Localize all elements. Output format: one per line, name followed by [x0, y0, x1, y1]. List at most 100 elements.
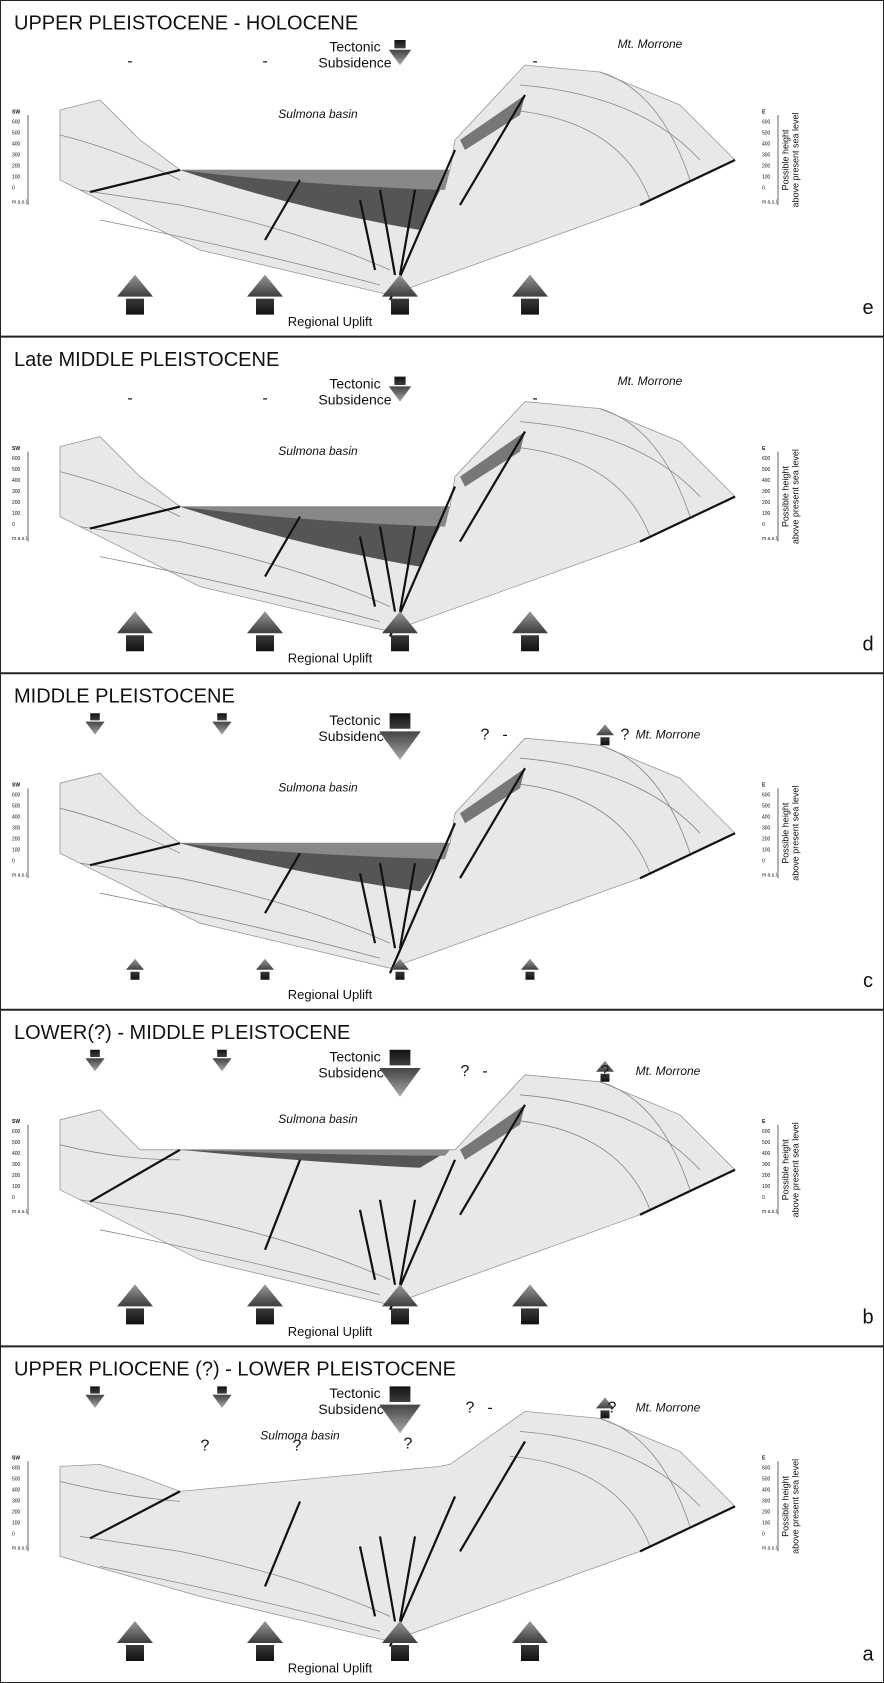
scale-tick: 0 — [762, 522, 765, 528]
panel-letter: b — [862, 1307, 873, 1329]
marker: ? — [461, 1063, 470, 1080]
uplift-arrow — [521, 959, 539, 980]
side-label: Possible height — [780, 1139, 790, 1201]
scale-tick: 300 — [762, 1499, 771, 1505]
scale-tick: 300 — [12, 826, 21, 832]
scale-top: E — [762, 109, 766, 115]
uplift-label: Regional Uplift — [288, 651, 373, 666]
mountain-label: Mt. Morrone — [636, 727, 701, 741]
scale-tick: 300 — [762, 826, 771, 832]
panel: Late MIDDLE PLEISTOCENEdTectonicSubsiden… — [0, 337, 884, 666]
marker: - — [127, 53, 132, 70]
scale-tick: 0 — [12, 1195, 15, 1201]
panel-title: MIDDLE PLEISTOCENE — [14, 685, 235, 707]
uplift-arrow — [512, 1621, 548, 1661]
scale-tick: 600 — [12, 456, 21, 462]
cross-section — [60, 1411, 735, 1641]
scale-top: E — [762, 446, 766, 452]
uplift-arrow — [247, 1621, 283, 1661]
uplift-arrow — [512, 611, 548, 651]
scale-tick: 500 — [12, 804, 21, 810]
subsidence-label: Tectonic — [329, 1049, 380, 1065]
side-label: above present sea level — [790, 1122, 800, 1217]
scale-tick: 600 — [12, 119, 21, 125]
scale-tick: 300 — [762, 489, 771, 495]
scale-tick: 200 — [12, 500, 21, 506]
scale-tick: 400 — [12, 1151, 21, 1157]
scale-tick: 600 — [12, 793, 21, 799]
scale-tick: 400 — [12, 478, 21, 484]
scale-tick: 500 — [12, 467, 21, 473]
marker: - — [262, 53, 267, 70]
panel-title: LOWER(?) - MIDDLE PLEISTOCENE — [14, 1022, 350, 1044]
subsidence-arrow — [85, 1050, 104, 1072]
scale-tick: 500 — [12, 1140, 21, 1146]
subsidence-label: Tectonic — [329, 712, 380, 728]
scale-unit: m a.s.l. — [12, 873, 28, 879]
basin-label: Sulmona basin — [278, 780, 358, 794]
subsidence-label: Tectonic — [329, 375, 380, 391]
marker: - — [532, 53, 537, 70]
side-label: above present sea level — [790, 449, 800, 544]
subsidence-label: Tectonic — [329, 39, 380, 55]
marker: ? — [293, 1438, 302, 1455]
scale-tick: 200 — [12, 163, 21, 169]
mountain-label: Mt. Morrone — [636, 1064, 701, 1078]
mountain-label: Mt. Morrone — [636, 1401, 701, 1415]
scale-unit: m a.s.l. — [12, 1546, 28, 1552]
subsidence-label: Subsidence — [318, 1401, 391, 1417]
scale-tick: 300 — [12, 489, 21, 495]
scale-unit: m a.s.l. — [762, 873, 778, 879]
scale-tick: 600 — [12, 1129, 21, 1135]
scale-tick: 300 — [12, 1499, 21, 1505]
panel-letter: e — [862, 297, 873, 319]
panel: UPPER PLEISTOCENE - HOLOCENEeTectonicSub… — [12, 12, 874, 329]
subsidence-label: Tectonic — [329, 1385, 380, 1401]
mountain-label: Mt. Morrone — [618, 37, 683, 51]
marker: - — [532, 390, 537, 407]
side-label: above present sea level — [790, 786, 800, 881]
scale-tick: 200 — [12, 1510, 21, 1516]
scale-unit: m a.s.l. — [12, 1209, 28, 1215]
subsidence-arrow — [212, 1386, 231, 1408]
subsidence-arrow — [379, 1386, 421, 1433]
marker: ? — [601, 1063, 610, 1080]
scale-tick: 500 — [12, 1477, 21, 1483]
uplift-label: Regional Uplift — [288, 314, 373, 329]
uplift-arrow — [596, 724, 614, 745]
subsidence-arrow — [379, 1050, 421, 1097]
subsidence-arrow — [85, 713, 104, 735]
basin-label: Sulmona basin — [278, 1112, 358, 1126]
side-label: Possible height — [780, 129, 790, 191]
side-label: above present sea level — [790, 112, 800, 207]
uplift-arrow — [256, 959, 274, 980]
uplift-arrow — [247, 1284, 283, 1324]
scale-tick: 400 — [762, 141, 771, 147]
scale-tick: 200 — [762, 1510, 771, 1516]
scale-tick: 0 — [12, 185, 15, 191]
scale-tick: 400 — [762, 478, 771, 484]
panel: MIDDLE PLEISTOCENE c TectonicSubsidence Sul… — [0, 673, 884, 1002]
scale-tick: 200 — [12, 837, 21, 843]
uplift-label: Regional Uplift — [288, 1324, 373, 1339]
scale-tick: 100 — [12, 1184, 21, 1190]
panel-letter: c — [863, 970, 873, 992]
scale-tick: 100 — [12, 174, 21, 180]
scale-tick: 600 — [762, 793, 771, 799]
scale-unit: m a.s.l. — [12, 199, 28, 205]
scale-tick: 400 — [762, 1151, 771, 1157]
scale-top: SW — [12, 783, 20, 789]
scale-tick: 100 — [12, 1521, 21, 1527]
uplift-label: Regional Uplift — [288, 1660, 373, 1675]
scale-tick: 400 — [762, 1488, 771, 1494]
marker: - — [502, 726, 507, 743]
figure: UPPER PLEISTOCENE - HOLOCENEeTectonicSub… — [0, 0, 884, 1683]
subsidence-label: Subsidence — [318, 728, 391, 744]
side-label: Possible height — [780, 466, 790, 528]
scale-tick: 200 — [762, 1173, 771, 1179]
scale-tick: 0 — [12, 1532, 15, 1538]
scale-tick: 0 — [762, 1532, 765, 1538]
scale-tick: 500 — [762, 1477, 771, 1483]
scale-tick: 400 — [12, 815, 21, 821]
scale-unit: m a.s.l. — [12, 536, 28, 542]
